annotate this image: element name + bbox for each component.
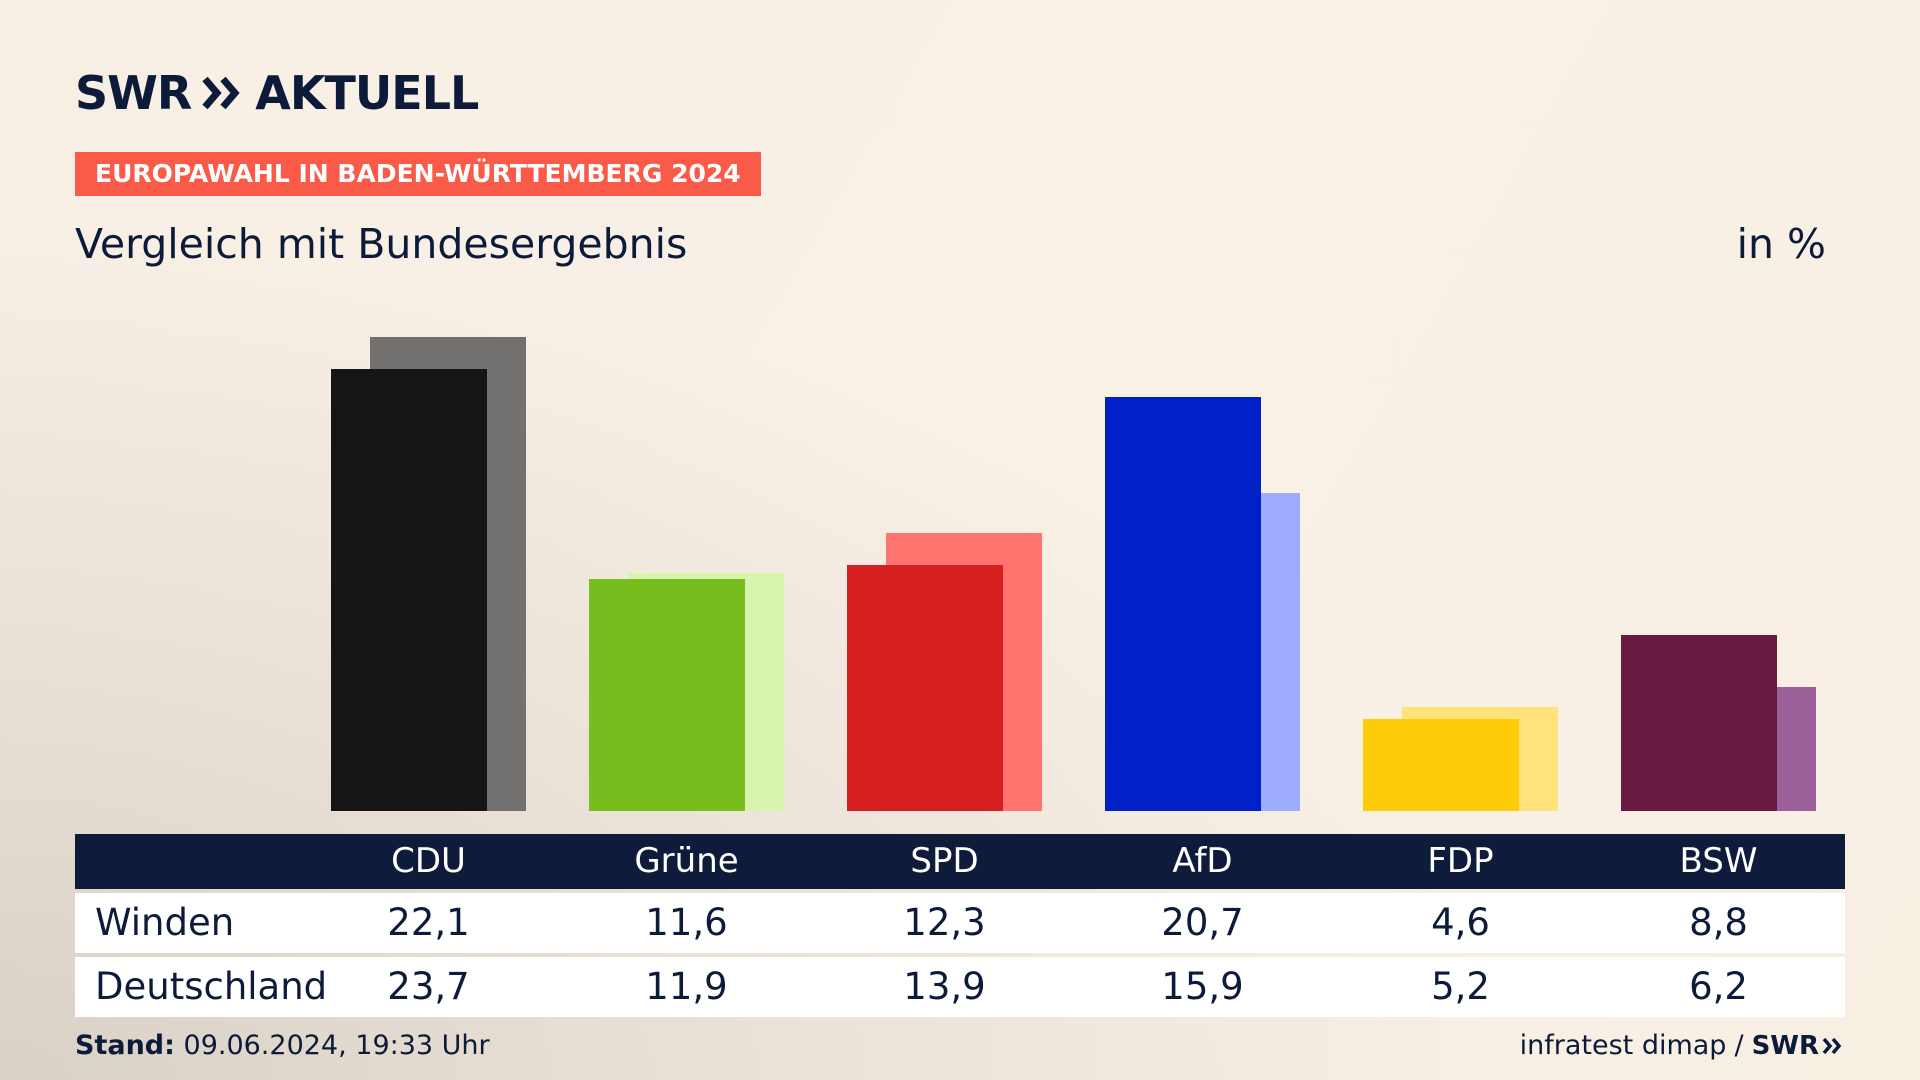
double-chevron-icon xyxy=(202,76,240,110)
column-header-grüne: Grüne xyxy=(634,841,739,881)
table-cell: 13,9 xyxy=(903,965,986,1008)
stand-value: 09.06.2024, 19:33 Uhr xyxy=(183,1030,490,1061)
source-credit: infratest dimap / SWR xyxy=(1520,1030,1844,1061)
source-text: infratest dimap xyxy=(1519,1030,1727,1061)
table-row-winden: Winden 22,1 11,6 12,3 20,7 4,6 8,8 xyxy=(75,893,1845,953)
bar-winden-fdp xyxy=(1363,719,1519,811)
election-tag: EUROPAWAHL IN BADEN-WÜRTTEMBERG 2024 xyxy=(75,152,761,196)
table-cell: 6,2 xyxy=(1689,965,1748,1008)
table-cell: 22,1 xyxy=(387,901,470,944)
bar-winden-cdu xyxy=(331,369,487,811)
results-table: CDU Grüne SPD AfD FDP BSW Winden 22,1 11,6 12,3 2… xyxy=(75,834,1845,1017)
timestamp: Stand: 09.06.2024, 19:33 Uhr xyxy=(75,1030,490,1061)
chart-subtitle: Vergleich mit Bundesergebnis xyxy=(75,220,688,268)
bar-winden-afd xyxy=(1105,397,1261,811)
swr-mini-logo: SWR xyxy=(1752,1031,1844,1061)
swr-aktuell-logo: SWR AKTUELL xyxy=(75,66,479,120)
logo-text: SWR xyxy=(75,66,192,120)
source-separator: / xyxy=(1734,1030,1744,1061)
table-cell: 23,7 xyxy=(387,965,470,1008)
table-cell: 11,6 xyxy=(645,901,728,944)
stand-label: Stand: xyxy=(75,1030,175,1061)
table-cell: 15,9 xyxy=(1161,965,1244,1008)
bar-winden-bsw xyxy=(1621,635,1777,811)
column-header-bsw: BSW xyxy=(1679,841,1758,881)
table-row-deutschland: Deutschland 23,7 11,9 13,9 15,9 5,2 6,2 xyxy=(75,957,1845,1017)
bar-chart xyxy=(331,337,1816,811)
column-header-spd: SPD xyxy=(910,841,979,881)
table-cell: 5,2 xyxy=(1431,965,1490,1008)
row-label: Winden xyxy=(95,901,235,944)
column-header-cdu: CDU xyxy=(391,841,466,881)
table-cell: 4,6 xyxy=(1431,901,1490,944)
table-cell: 8,8 xyxy=(1689,901,1748,944)
mini-logo-text: SWR xyxy=(1751,1030,1819,1061)
table-cell: 12,3 xyxy=(903,901,986,944)
column-header-fdp: FDP xyxy=(1427,841,1494,881)
column-header-afd: AfD xyxy=(1172,841,1233,881)
table-cell: 11,9 xyxy=(645,965,728,1008)
mini-chevron-icon xyxy=(1822,1037,1842,1054)
unit-label: in % xyxy=(1736,220,1826,268)
bar-winden-grüne xyxy=(589,579,745,811)
table-cell: 20,7 xyxy=(1161,901,1244,944)
row-label: Deutschland xyxy=(95,965,328,1008)
logo-suffix: AKTUELL xyxy=(255,66,479,120)
table-header: CDU Grüne SPD AfD FDP BSW xyxy=(75,834,1845,889)
bar-winden-spd xyxy=(847,565,1003,811)
